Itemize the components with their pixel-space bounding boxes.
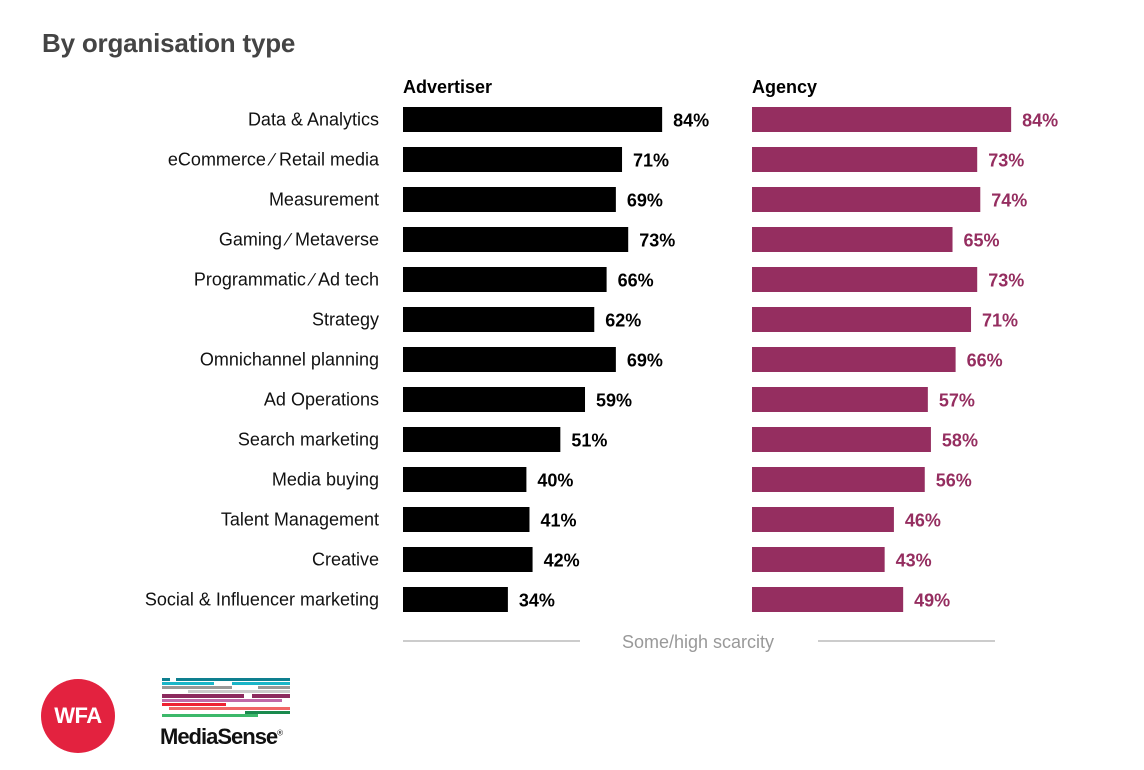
x-axis-label: Some/high scarcity	[622, 632, 774, 652]
wfa-logo: WFA	[41, 679, 115, 753]
chart-title: By organisation type	[42, 28, 296, 58]
value-label-agency: 71%	[982, 311, 1018, 331]
series-header-advertiser: Advertiser	[403, 77, 492, 97]
bar-advertiser	[403, 187, 616, 212]
mediasense-logo-text: MediaSense®	[160, 724, 283, 750]
wfa-logo-text: WFA	[54, 703, 102, 728]
category-label: Programmatic ∕ Ad tech	[194, 270, 379, 290]
value-label-advertiser: 66%	[618, 271, 654, 291]
bar-agency	[752, 587, 904, 612]
category-label: Measurement	[269, 190, 379, 210]
bar-advertiser	[403, 107, 663, 132]
bar-agency	[752, 387, 928, 412]
series-header-agency: Agency	[752, 77, 817, 97]
bar-advertiser	[403, 267, 607, 292]
value-label-agency: 43%	[896, 551, 932, 571]
value-label-agency: 66%	[967, 351, 1003, 371]
bar-agency	[752, 467, 925, 492]
value-label-advertiser: 73%	[639, 231, 675, 251]
bar-agency	[752, 347, 956, 372]
bar-agency	[752, 507, 894, 532]
bar-agency	[752, 187, 981, 212]
category-label: eCommerce ∕ Retail media	[168, 150, 380, 170]
value-label-advertiser: 40%	[537, 471, 573, 491]
bar-agency	[752, 147, 978, 172]
bar-advertiser	[403, 347, 616, 372]
bar-agency	[752, 307, 972, 332]
bar-advertiser	[403, 427, 561, 452]
bar-advertiser	[403, 547, 533, 572]
bar-agency	[752, 427, 931, 452]
value-label-advertiser: 69%	[627, 351, 663, 371]
value-label-advertiser: 34%	[519, 591, 555, 611]
bar-advertiser	[403, 507, 530, 532]
value-label-agency: 84%	[1022, 111, 1058, 131]
category-label: Omnichannel planning	[200, 350, 379, 370]
value-label-advertiser: 71%	[633, 151, 669, 171]
value-label-agency: 65%	[964, 231, 1000, 251]
registered-mark: ®	[277, 728, 283, 738]
bar-advertiser	[403, 227, 629, 252]
value-label-agency: 56%	[936, 471, 972, 491]
value-label-advertiser: 41%	[540, 511, 576, 531]
bar-agency	[752, 107, 1012, 132]
value-label-advertiser: 69%	[627, 191, 663, 211]
category-label: Social & Influencer marketing	[145, 590, 379, 610]
value-label-advertiser: 84%	[673, 111, 709, 131]
value-label-agency: 73%	[988, 271, 1024, 291]
category-label: Creative	[312, 550, 379, 570]
value-label-agency: 49%	[914, 591, 950, 611]
category-label: Data & Analytics	[248, 110, 379, 130]
value-label-agency: 74%	[991, 191, 1027, 211]
category-label: Search marketing	[238, 430, 379, 450]
value-label-agency: 46%	[905, 511, 941, 531]
bar-advertiser	[403, 587, 508, 612]
category-label: Strategy	[312, 310, 379, 330]
bar-advertiser	[403, 307, 595, 332]
mediasense-logo-icon	[162, 678, 290, 717]
bar-advertiser	[403, 467, 527, 492]
mediasense-wordmark: MediaSense	[160, 724, 278, 749]
category-label: Media buying	[272, 470, 379, 490]
bar-advertiser	[403, 147, 623, 172]
value-label-advertiser: 51%	[571, 431, 607, 451]
value-label-agency: 57%	[939, 391, 975, 411]
value-label-advertiser: 42%	[544, 551, 580, 571]
bar-agency	[752, 227, 953, 252]
bar-advertiser	[403, 387, 586, 412]
value-label-advertiser: 62%	[605, 311, 641, 331]
value-label-agency: 58%	[942, 431, 978, 451]
category-label: Ad Operations	[264, 390, 379, 410]
value-label-agency: 73%	[988, 151, 1024, 171]
value-label-advertiser: 59%	[596, 391, 632, 411]
category-label: Talent Management	[221, 510, 379, 530]
bar-agency	[752, 267, 978, 292]
category-label: Gaming ∕ Metaverse	[219, 230, 379, 250]
bar-agency	[752, 547, 885, 572]
